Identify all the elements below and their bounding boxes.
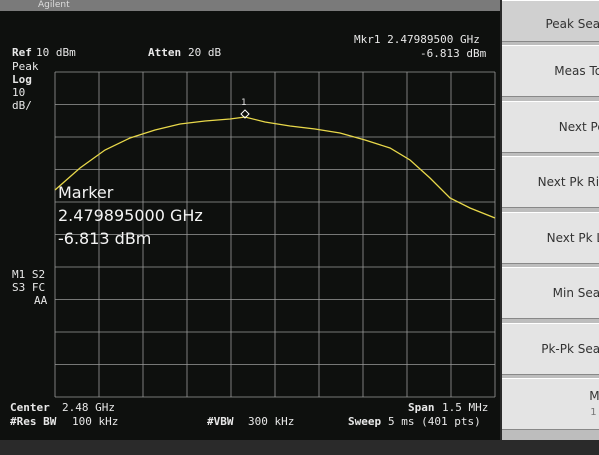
span-label: Span — [408, 401, 435, 414]
softkey[interactable]: Next Pk Right — [502, 156, 599, 208]
softkey-menu: Peak Search Meas Tools Next Peak Next Pk R… — [502, 0, 599, 440]
menu-title-text: Peak Search — [545, 17, 599, 31]
sweep-value: 5 ms (401 pts) — [388, 415, 481, 428]
marker-frequency: 2.479895000 GHz — [58, 206, 203, 225]
rbw-value: 100 kHz — [72, 415, 118, 428]
softkey-label: Pk-Pk Search — [541, 342, 599, 356]
rbw-label: #Res BW — [10, 415, 56, 428]
softkey-label: Meas Tools — [554, 64, 599, 78]
center-value: 2.48 GHz — [62, 401, 115, 414]
softkey-label: Next Pk Right — [538, 175, 599, 189]
marker-id: 1 — [241, 98, 246, 108]
softkey-label: Min Search — [553, 286, 599, 300]
softkey[interactable]: More 1 of 2 — [502, 378, 599, 430]
softkey-label: More — [589, 389, 599, 403]
page: Agilent Ref 10 dBm Atten 20 dB Mkr1 2.47… — [0, 0, 599, 455]
menu-page: 1 of 2 — [590, 407, 599, 418]
softkey[interactable]: Min Search — [502, 267, 599, 319]
vbw-value: 300 kHz — [248, 415, 294, 428]
softkey[interactable]: Pk-Pk Search — [502, 323, 599, 375]
marker-title: Marker — [58, 183, 113, 202]
span-value: 1.5 MHz — [442, 401, 488, 414]
sweep-label: Sweep — [348, 415, 381, 428]
center-label: Center — [10, 401, 50, 414]
softkey[interactable]: Next Pk Left — [502, 212, 599, 264]
menu-title: Peak Search — [502, 0, 599, 42]
analyzer-screen: Agilent Ref 10 dBm Atten 20 dB Mkr1 2.47… — [0, 0, 500, 440]
softkey[interactable]: Meas Tools — [502, 45, 599, 97]
softkey-label: Next Peak — [559, 120, 599, 134]
marker-level: -6.813 dBm — [58, 229, 151, 248]
vbw-label: #VBW — [207, 415, 234, 428]
softkey-label: Next Pk Left — [547, 231, 599, 245]
softkey[interactable]: Next Peak — [502, 101, 599, 153]
